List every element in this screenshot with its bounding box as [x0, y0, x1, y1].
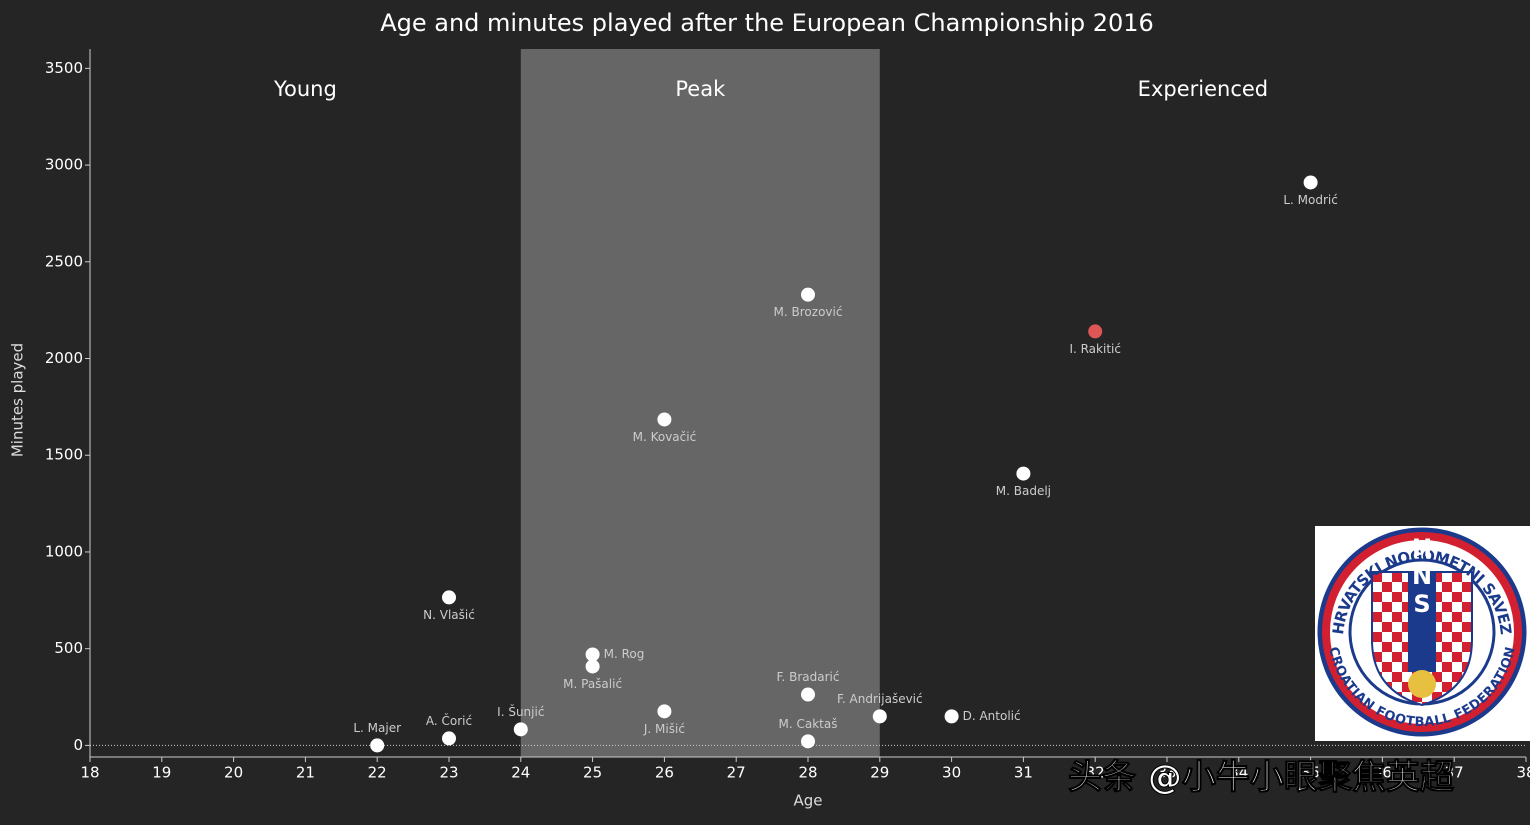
point: [657, 704, 672, 719]
y-tick-label: 3000: [45, 156, 83, 174]
point-label: M. Pašalić: [563, 677, 622, 691]
x-tick-label: 36: [1373, 764, 1392, 782]
logo-ball: [1408, 670, 1436, 698]
x-tick-label: 37: [1445, 764, 1464, 782]
point: [442, 731, 456, 746]
x-tick-label: 34: [1229, 764, 1248, 782]
logo-stripe: [1408, 572, 1436, 672]
x-tick-label: 18: [80, 764, 99, 782]
point: [801, 687, 815, 702]
zones: Young Peak Experienced: [273, 49, 1268, 757]
logo: HRVATSKI NOGOMETNI SAVEZ CROATIAN FOOTBA…: [1315, 526, 1530, 741]
y-tick-label: 2500: [45, 252, 83, 270]
point-label: M. Caktaš: [779, 717, 838, 731]
x-tick-label: 22: [368, 764, 387, 782]
y-tick-label: 500: [54, 639, 83, 657]
x-tick-label: 23: [439, 764, 458, 782]
y-tick-label: 1500: [45, 446, 83, 464]
x-tick-label: 30: [942, 764, 961, 782]
x-tick-label: 32: [1086, 764, 1105, 782]
point-label: M. Badelj: [996, 484, 1051, 498]
point: [1016, 466, 1031, 481]
x-tick-label: 24: [511, 764, 530, 782]
x-tick-label: 20: [224, 764, 243, 782]
x-tick-label: 38: [1516, 764, 1530, 782]
point-label: I. Šunjić: [497, 704, 544, 719]
point-label: A. Čorić: [426, 713, 472, 728]
point: [801, 287, 815, 302]
point: [442, 590, 456, 605]
point-label: F. Andrijašević: [837, 692, 923, 706]
x-axis-title: Age: [793, 792, 822, 810]
zone-label: Experienced: [1138, 77, 1268, 101]
x-tick-label: 28: [798, 764, 817, 782]
point: [657, 412, 672, 427]
point: [944, 709, 959, 724]
point-label: M. Rog: [604, 647, 645, 661]
zone-label: Young: [273, 77, 337, 101]
x-tick-label: 27: [727, 764, 746, 782]
x-tick-label: 33: [1157, 764, 1176, 782]
point-label: I. Rakitić: [1069, 342, 1121, 356]
chart-title: Age and minutes played after the Europea…: [380, 9, 1154, 37]
x-tick-label: 25: [583, 764, 602, 782]
point: [1088, 324, 1103, 339]
point-label: L. Majer: [353, 721, 401, 735]
point: [370, 738, 385, 753]
point: [585, 659, 600, 674]
point-label: J. Mišić: [643, 722, 685, 736]
point: [585, 647, 600, 662]
logo-ring: [1322, 532, 1522, 732]
point-label: L. Modrić: [1283, 193, 1338, 207]
zone-band: [520, 49, 880, 757]
point-label: M. Kovačić: [633, 430, 697, 444]
x-tick-label: 29: [870, 764, 889, 782]
y-tick-label: 3500: [45, 59, 83, 77]
point: [872, 709, 887, 724]
x-tick-label: 31: [1014, 764, 1033, 782]
point: [513, 722, 528, 737]
point-label: M. Brozović: [774, 305, 843, 319]
x-tick-label: 26: [655, 764, 674, 782]
y-tick-label: 0: [73, 736, 83, 754]
point: [1303, 175, 1318, 190]
point-label: D. Antolić: [963, 709, 1021, 723]
zone-label: Peak: [675, 77, 726, 101]
y-tick-label: 2000: [45, 349, 83, 367]
x-tick-label: 21: [296, 764, 315, 782]
y-tick-label: 1000: [45, 542, 83, 560]
y-axis-title: Minutes played: [9, 343, 27, 457]
point-label: F. Bradarić: [777, 670, 840, 684]
x-tick-label: 35: [1301, 764, 1320, 782]
watermark: 头条 @小牛小眼聚焦英超: [1068, 758, 1455, 798]
logo-initials: HNS: [1408, 534, 1436, 618]
point: [801, 734, 815, 749]
point-label: N. Vlašić: [423, 608, 475, 622]
x-tick-label: 19: [152, 764, 171, 782]
